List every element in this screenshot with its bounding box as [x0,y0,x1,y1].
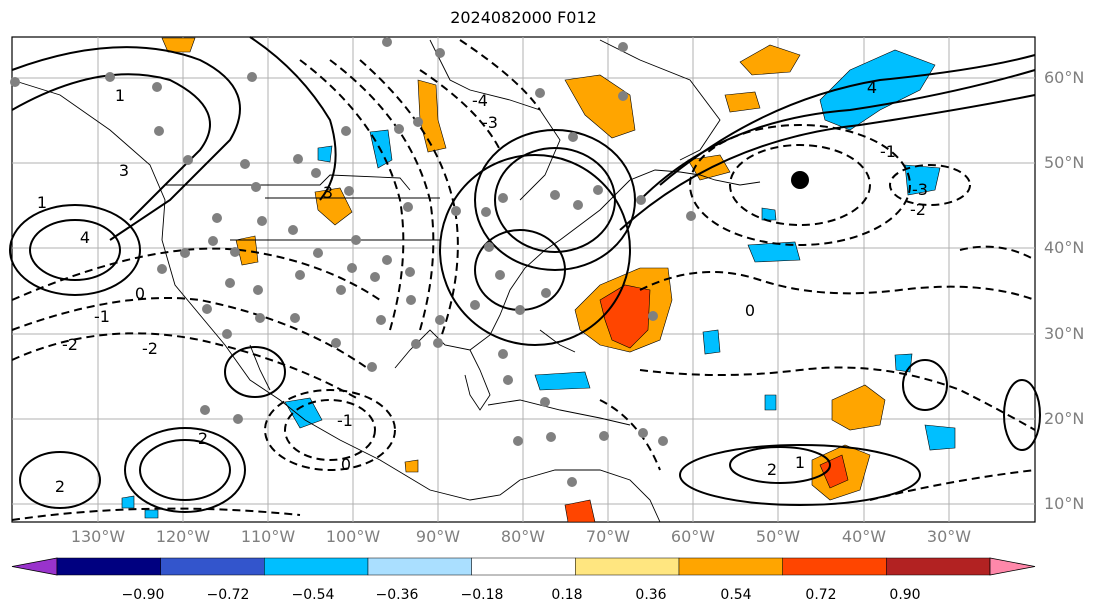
coastlines [11,39,761,523]
latitude-label: 20°N [1044,409,1085,428]
latitude-label: 40°N [1044,238,1085,257]
colorbar-tick-label: 0.18 [551,587,583,603]
contour-label: -4 [472,91,488,110]
contour-label: -1 [880,142,896,161]
longitude-label: 120°W [155,527,211,546]
contour-label: 3 [323,183,333,202]
contour-labels: 4 2 1 0 -1 -2 -3 -4 3 1 2 0 -1 -2 4 -3 3… [37,78,928,496]
colorbar-tick-label: 0.90 [889,587,921,603]
colorbar-tick-label: 0.54 [720,587,752,603]
colorbar-tick-label: −0.72 [206,587,250,603]
map-title: 2024082000 F012 [450,8,597,27]
positive-contours [9,36,1041,513]
latitude-label: 10°N [1044,494,1085,513]
contour-label: 1 [795,453,805,472]
contour-label: -1 [94,307,110,326]
contour-label: 3 [119,161,129,180]
longitude-label: 40°W [841,527,887,546]
longitude-label: 80°W [500,527,546,546]
colorbar-tick-label: −0.54 [291,587,335,603]
longitude-label: 30°W [926,527,972,546]
longitude-label: 60°W [670,527,716,546]
target-location-marker [791,171,809,189]
longitude-label: 50°W [755,527,801,546]
latitude-label: 30°N [1044,324,1085,343]
colorbar-tick-label: −0.36 [375,587,419,603]
latitude-label: 60°N [1044,68,1085,87]
colorbar-tick-label: −0.90 [121,587,165,603]
longitude-label: 110°W [240,527,296,546]
contour-label: -3 [912,180,928,199]
negative-contours [11,39,1036,521]
contour-label: 1 [115,86,125,105]
longitude-label: 70°W [585,527,631,546]
contour-label: 4 [80,228,90,247]
contour-label: 0 [745,301,755,320]
contour-label: -2 [910,200,926,219]
contour-label: 1 [37,193,47,212]
contour-label: -2 [62,335,78,354]
contour-label: 2 [55,477,65,496]
contour-label: 0 [135,284,145,303]
colorbar-tick-label: 0.36 [635,587,667,603]
colorbar-tick-label: 0.72 [805,587,837,603]
longitude-label: 90°W [415,527,461,546]
contour-label: 4 [867,78,877,97]
contour-label: -2 [142,339,158,358]
contour-label: 2 [198,429,208,448]
station-dots [10,37,696,487]
colorbar-tick-label: −0.18 [460,587,504,603]
longitude-label: 130°W [70,527,126,546]
contour-label: -1 [337,411,353,430]
contour-label: 0 [341,455,351,474]
latitude-label: 50°N [1044,153,1085,172]
contour-label: 2 [767,460,777,479]
longitude-label: 100°W [325,527,381,546]
contour-label: -3 [482,113,498,132]
